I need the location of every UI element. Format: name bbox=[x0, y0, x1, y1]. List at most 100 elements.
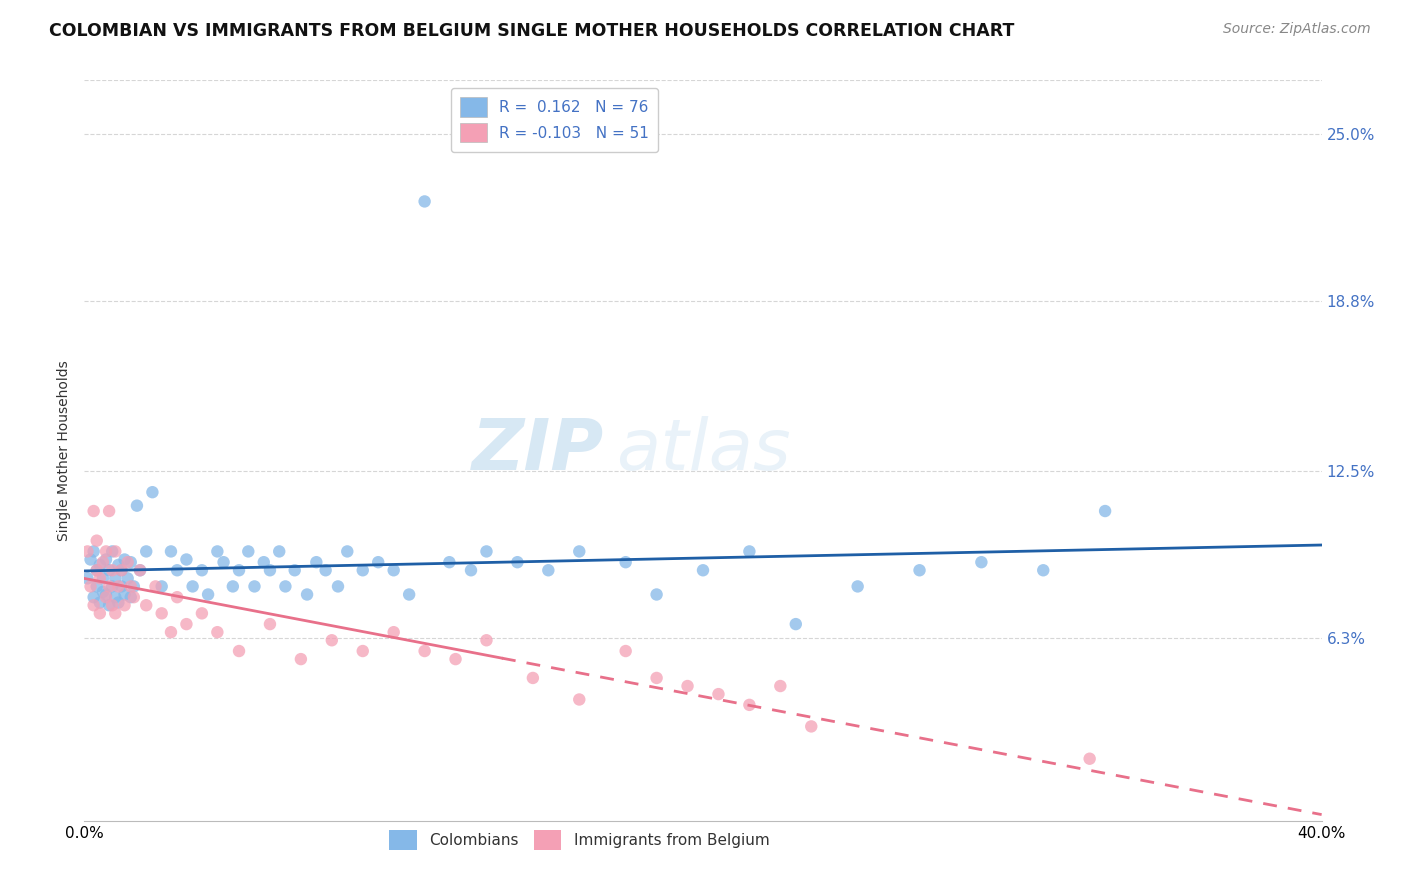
Point bbox=[475, 633, 498, 648]
Point bbox=[79, 579, 101, 593]
Point bbox=[212, 555, 235, 569]
Point bbox=[98, 504, 121, 518]
Point bbox=[259, 563, 281, 577]
Point bbox=[94, 590, 117, 604]
Point bbox=[114, 587, 136, 601]
Point bbox=[238, 544, 260, 558]
Point bbox=[86, 533, 108, 548]
Point bbox=[110, 563, 132, 577]
Point bbox=[1032, 563, 1054, 577]
Point bbox=[243, 579, 266, 593]
Point bbox=[101, 579, 124, 593]
Point bbox=[228, 563, 250, 577]
Point bbox=[94, 587, 117, 601]
Point bbox=[439, 555, 461, 569]
Point bbox=[86, 563, 108, 577]
Point bbox=[117, 571, 139, 585]
Point bbox=[228, 644, 250, 658]
Point bbox=[1094, 504, 1116, 518]
Point bbox=[98, 563, 121, 577]
Point bbox=[568, 544, 591, 558]
Point bbox=[83, 544, 105, 558]
Point bbox=[692, 563, 714, 577]
Point bbox=[114, 552, 136, 566]
Point bbox=[191, 563, 214, 577]
Point bbox=[738, 544, 761, 558]
Point bbox=[145, 579, 167, 593]
Point bbox=[117, 555, 139, 569]
Point bbox=[176, 552, 198, 566]
Point bbox=[160, 544, 183, 558]
Point bbox=[120, 579, 142, 593]
Point bbox=[290, 652, 312, 666]
Point bbox=[98, 579, 121, 593]
Point bbox=[91, 584, 114, 599]
Point bbox=[176, 617, 198, 632]
Point bbox=[107, 558, 129, 572]
Point bbox=[460, 563, 482, 577]
Point bbox=[522, 671, 544, 685]
Text: atlas: atlas bbox=[616, 416, 792, 485]
Point bbox=[191, 607, 214, 621]
Point bbox=[614, 644, 637, 658]
Point bbox=[321, 633, 343, 648]
Point bbox=[89, 558, 111, 572]
Point bbox=[207, 544, 229, 558]
Point bbox=[110, 579, 132, 593]
Point bbox=[413, 194, 436, 209]
Point bbox=[104, 571, 127, 585]
Point bbox=[305, 555, 328, 569]
Point bbox=[274, 579, 297, 593]
Point bbox=[101, 563, 124, 577]
Point bbox=[645, 587, 668, 601]
Point bbox=[970, 555, 993, 569]
Point bbox=[86, 579, 108, 593]
Point bbox=[89, 607, 111, 621]
Point bbox=[91, 571, 114, 585]
Point bbox=[135, 599, 157, 613]
Point bbox=[120, 590, 142, 604]
Point bbox=[79, 552, 101, 566]
Point bbox=[537, 563, 560, 577]
Point bbox=[444, 652, 467, 666]
Point bbox=[89, 596, 111, 610]
Point bbox=[269, 544, 291, 558]
Point bbox=[86, 563, 108, 577]
Point bbox=[114, 599, 136, 613]
Point bbox=[259, 617, 281, 632]
Point bbox=[382, 563, 405, 577]
Point bbox=[398, 587, 420, 601]
Point bbox=[120, 555, 142, 569]
Point bbox=[197, 587, 219, 601]
Legend: Colombians, Immigrants from Belgium: Colombians, Immigrants from Belgium bbox=[381, 822, 778, 857]
Point bbox=[614, 555, 637, 569]
Text: ZIP: ZIP bbox=[472, 416, 605, 485]
Point bbox=[160, 625, 183, 640]
Point bbox=[367, 555, 389, 569]
Point bbox=[104, 544, 127, 558]
Point bbox=[122, 579, 145, 593]
Point bbox=[207, 625, 229, 640]
Text: COLOMBIAN VS IMMIGRANTS FROM BELGIUM SINGLE MOTHER HOUSEHOLDS CORRELATION CHART: COLOMBIAN VS IMMIGRANTS FROM BELGIUM SIN… bbox=[49, 22, 1015, 40]
Point bbox=[101, 599, 124, 613]
Y-axis label: Single Mother Households: Single Mother Households bbox=[58, 360, 72, 541]
Point bbox=[94, 552, 117, 566]
Point bbox=[129, 563, 152, 577]
Point bbox=[352, 563, 374, 577]
Point bbox=[738, 698, 761, 712]
Point bbox=[769, 679, 792, 693]
Point bbox=[253, 555, 276, 569]
Point bbox=[800, 719, 823, 733]
Point bbox=[125, 499, 148, 513]
Point bbox=[107, 596, 129, 610]
Point bbox=[104, 590, 127, 604]
Point bbox=[413, 644, 436, 658]
Point bbox=[83, 504, 105, 518]
Text: Source: ZipAtlas.com: Source: ZipAtlas.com bbox=[1223, 22, 1371, 37]
Point bbox=[326, 579, 349, 593]
Point bbox=[785, 617, 807, 632]
Point bbox=[89, 571, 111, 585]
Point bbox=[295, 587, 318, 601]
Point bbox=[222, 579, 245, 593]
Point bbox=[135, 544, 157, 558]
